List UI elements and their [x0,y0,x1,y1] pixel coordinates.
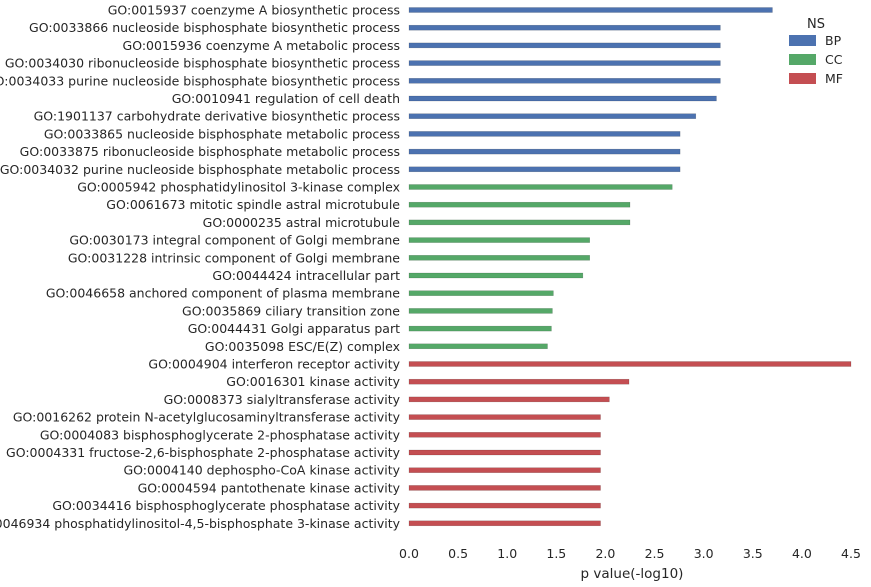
category-label: GO:0004331 fructose-2,6-bisphosphate 2-p… [6,445,401,460]
bar-bp [408,95,717,102]
category-label: GO:0000235 astral microtubule [203,215,401,230]
bar-mf [408,432,601,438]
legend: NS BP CC MF [789,17,843,86]
category-label: GO:0008373 sialyltransferase activity [164,392,401,407]
bar-cc [408,343,548,350]
bar-bp [408,166,681,173]
category-label: GO:0035869 ciliary transition zone [182,303,400,318]
bar-bp [408,131,681,137]
category-label: GO:0015937 coenzyme A biosynthetic proce… [108,3,400,18]
bar-mf [408,378,630,385]
bar-cc [408,237,590,243]
legend-entry-bp: BP [789,33,842,48]
legend-swatch [789,54,816,65]
category-label: GO:0004904 interferon receptor activity [148,357,400,372]
legend-label: MF [825,71,843,86]
bar-cc [408,290,554,296]
bar-bp [408,113,697,119]
bar-cc [408,308,553,314]
bar-bp [408,78,721,84]
bar-mf [408,396,610,403]
x-axis-title: p value(-log10) [581,566,684,582]
category-label: GO:0034416 bisphosphoglycerate phosphata… [52,498,400,513]
legend-swatch [789,73,816,84]
bar-mf [408,414,601,420]
legend-swatch [789,35,816,46]
category-label: GO:0031228 intrinsic component of Golgi … [68,250,400,265]
category-label: GO:0010941 regulation of cell death [172,91,400,106]
bar-bp [408,7,773,13]
bar-cc [408,255,590,261]
bar-bp [408,148,681,155]
category-label: GO:0005942 phosphatidylinositol 3-kinase… [77,180,400,195]
category-label: GO:0004083 bisphosphoglycerate 2-phospha… [40,427,401,442]
category-label: GO:0044431 Golgi apparatus part [188,321,400,336]
bar-bp [408,24,721,31]
bar-cc [408,219,631,226]
bar-mf [408,361,852,367]
category-label: GO:0033866 nucleoside bisphosphate biosy… [29,20,400,35]
category-label: GO:0033875 ribonucleoside bisphosphate m… [20,144,400,159]
bar-bp [408,60,721,66]
category-labels: GO:0015937 coenzyme A biosynthetic proce… [0,3,401,531]
bar-cc [408,325,552,332]
x-axis-ticks: 0.0 0.5 1.0 1.5 2.0 2.5 3.0 3.5 4.0 4.5 [399,546,861,561]
category-label: GO:0015936 coenzyme A metabolic process [123,38,400,53]
x-tick-label: 4.5 [841,546,861,561]
legend-label: BP [825,33,842,48]
bar-mf [408,467,601,473]
category-label: GO:0046934 phosphatidylinositol-4,5-bisp… [0,516,401,531]
category-label: GO:0046658 anchored component of plasma … [46,286,400,301]
category-label: GO:0035098 ESC/E(Z) complex [205,339,400,354]
bar-mf [408,520,601,527]
bar-cc [408,201,631,208]
category-label: GO:0016262 protein N-acetylglucosaminylt… [13,410,401,425]
category-label: GO:0030173 integral component of Golgi m… [69,233,400,248]
bar-cc [408,184,673,190]
x-tick-label: 1.0 [497,546,517,561]
category-label: GO:0033865 nucleoside bisphosphate metab… [44,126,400,141]
category-label: GO:0034032 purine nucleoside bisphosphat… [0,162,400,177]
bar-mf [408,485,601,491]
legend-entries: BP CC MF [789,33,843,86]
category-label: GO:1901137 carbohydrate derivative biosy… [34,109,400,124]
legend-label: CC [825,52,843,67]
bar-mf [408,449,601,456]
category-label: GO:0004140 dephospho-CoA kinase activity [124,463,401,478]
x-tick-label: 1.5 [546,546,566,561]
bar-cc [408,272,584,279]
x-tick-label: 0.0 [399,546,419,561]
bar-bp [408,42,721,49]
bar-mf [408,502,601,509]
legend-title: NS [807,17,825,32]
category-label: GO:0034033 purine nucleoside bisphosphat… [0,73,400,88]
x-tick-label: 2.0 [595,546,615,561]
legend-entry-mf: MF [789,71,843,86]
x-tick-label: 3.0 [694,546,714,561]
category-label: GO:0061673 mitotic spindle astral microt… [106,197,400,212]
legend-entry-cc: CC [789,52,843,67]
category-label: GO:0004594 pantothenate kinase activity [138,480,401,495]
category-label: GO:0044424 intracellular part [212,268,400,283]
category-label: GO:0016301 kinase activity [226,374,400,389]
x-tick-label: 0.5 [448,546,468,561]
x-tick-label: 2.5 [645,546,665,561]
x-tick-label: 3.5 [743,546,763,561]
x-tick-label: 4.0 [792,546,812,561]
category-label: GO:0034030 ribonucleoside bisphosphate b… [5,56,400,71]
bars-layer [408,7,852,527]
